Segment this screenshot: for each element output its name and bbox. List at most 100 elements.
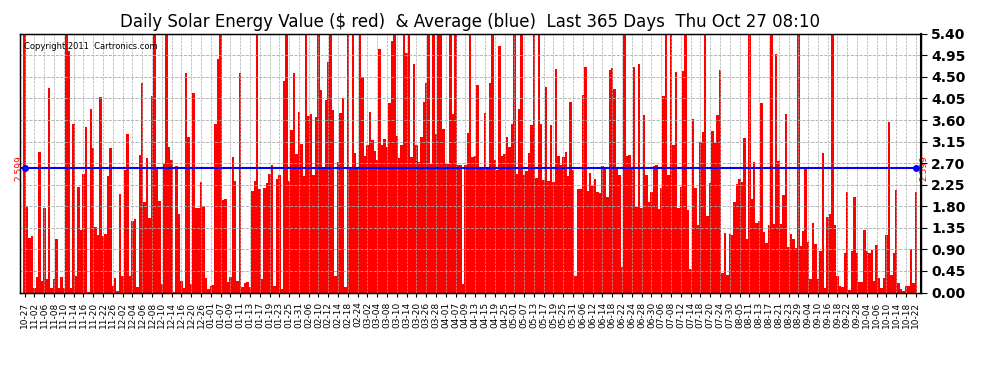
Bar — [750, 199, 753, 292]
Bar — [408, 34, 410, 292]
Bar — [795, 248, 797, 292]
Bar — [895, 190, 898, 292]
Text: 2.599: 2.599 — [920, 155, 929, 181]
Bar — [721, 273, 724, 292]
Bar — [883, 278, 885, 292]
Bar — [745, 238, 748, 292]
Bar — [726, 275, 729, 292]
Bar — [405, 53, 408, 292]
Bar — [57, 288, 60, 292]
Bar — [55, 239, 57, 292]
Bar — [354, 153, 356, 292]
Bar — [469, 34, 471, 292]
Bar — [153, 34, 155, 292]
Bar — [491, 34, 493, 292]
Bar — [855, 254, 858, 292]
Bar — [753, 162, 755, 292]
Bar — [501, 156, 503, 292]
Bar — [827, 217, 829, 292]
Bar — [104, 234, 107, 292]
Bar — [456, 165, 459, 292]
Bar — [335, 276, 337, 292]
Bar — [579, 189, 582, 292]
Bar — [552, 182, 554, 292]
Bar — [731, 235, 734, 292]
Bar — [518, 109, 521, 292]
Bar — [770, 34, 772, 292]
Bar — [112, 286, 114, 292]
Bar — [503, 154, 506, 292]
Bar — [300, 144, 303, 292]
Bar — [62, 288, 65, 292]
Bar — [237, 281, 239, 292]
Bar — [837, 276, 839, 292]
Bar — [65, 34, 67, 292]
Bar — [46, 279, 48, 292]
Bar — [345, 286, 346, 292]
Bar — [574, 276, 577, 292]
Bar — [619, 175, 621, 292]
Bar — [94, 227, 97, 292]
Bar — [543, 180, 545, 292]
Bar — [210, 286, 212, 292]
Bar — [239, 74, 242, 292]
Bar — [141, 82, 144, 292]
Bar — [67, 51, 70, 292]
Bar — [383, 140, 386, 292]
Bar — [459, 165, 461, 292]
Bar — [180, 281, 182, 292]
Bar — [155, 166, 158, 292]
Bar — [298, 112, 300, 292]
Bar — [447, 164, 449, 292]
Bar — [481, 168, 484, 292]
Bar — [391, 41, 393, 292]
Bar — [410, 158, 413, 292]
Bar — [127, 134, 129, 292]
Bar — [247, 282, 248, 292]
Bar — [755, 223, 758, 292]
Bar — [119, 194, 122, 292]
Bar — [398, 158, 401, 292]
Bar — [443, 129, 445, 292]
Bar — [665, 34, 667, 292]
Bar — [586, 192, 589, 292]
Bar — [674, 72, 677, 292]
Bar — [557, 156, 559, 292]
Bar — [893, 253, 895, 292]
Bar — [349, 169, 351, 292]
Bar — [915, 192, 917, 292]
Bar — [356, 167, 358, 292]
Bar — [242, 287, 244, 292]
Bar — [536, 178, 538, 292]
Bar — [880, 288, 883, 292]
Bar — [124, 170, 127, 292]
Bar — [559, 165, 562, 292]
Bar — [24, 34, 26, 292]
Bar — [662, 96, 665, 292]
Bar — [217, 59, 220, 292]
Bar — [641, 208, 643, 292]
Bar — [366, 145, 368, 292]
Bar — [440, 35, 443, 292]
Bar — [293, 72, 295, 292]
Bar — [132, 221, 134, 292]
Bar — [222, 200, 224, 292]
Bar — [521, 34, 523, 292]
Bar — [846, 192, 848, 292]
Bar — [192, 93, 195, 292]
Bar — [102, 236, 104, 292]
Bar — [34, 288, 36, 292]
Bar — [842, 287, 843, 292]
Bar — [295, 154, 298, 292]
Bar — [709, 183, 712, 292]
Bar — [317, 34, 320, 292]
Bar — [77, 187, 80, 292]
Bar — [202, 206, 205, 292]
Bar — [777, 161, 780, 292]
Bar — [684, 34, 687, 292]
Bar — [75, 276, 77, 292]
Bar — [667, 175, 670, 292]
Bar — [645, 176, 647, 292]
Bar — [253, 181, 256, 292]
Bar — [451, 114, 454, 292]
